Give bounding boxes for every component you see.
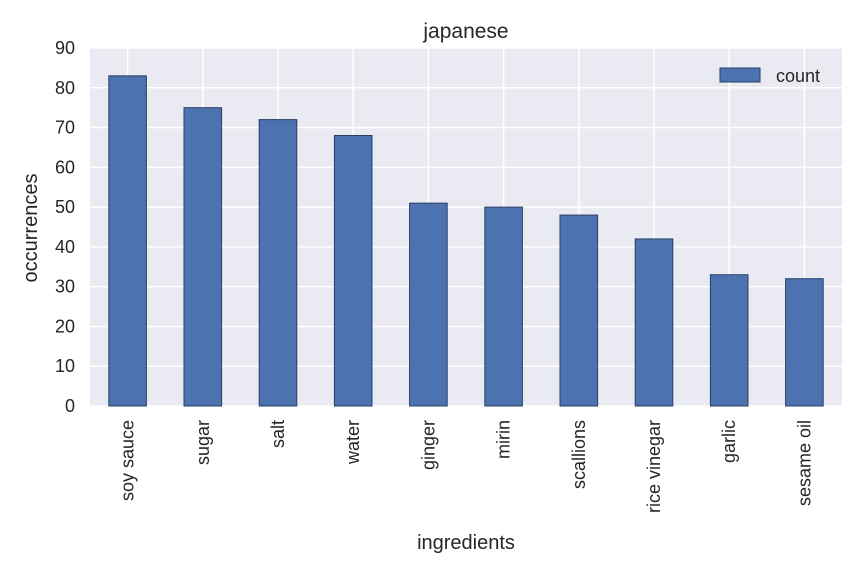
y-tick-label: 0: [65, 396, 75, 416]
y-tick-label: 10: [55, 356, 75, 376]
y-tick-label: 60: [55, 157, 75, 177]
y-tick-label: 30: [55, 277, 75, 297]
bar-garlic: [709, 274, 749, 407]
y-tick-label: 90: [55, 38, 75, 58]
x-tick-labels: soy sauce sugar salt water ginger mirin scalli…: [118, 420, 815, 513]
legend: count: [719, 66, 820, 86]
bar-salt: [258, 119, 298, 407]
bars: [108, 75, 824, 407]
y-axis-label: occurrences: [20, 174, 42, 283]
y-tick-label: 80: [55, 78, 75, 98]
x-tick-label: mirin: [494, 420, 514, 459]
x-tick-label: soy sauce: [118, 420, 138, 501]
y-tick-labels: 0 10 20 30 40 50 60 70 80 90: [55, 38, 75, 416]
bar-sugar: [183, 107, 223, 407]
bar-scallions: [559, 214, 599, 407]
y-tick-label: 40: [55, 237, 75, 257]
bar-soy-sauce: [108, 75, 147, 407]
x-tick-label: ginger: [418, 420, 438, 470]
x-tick-label: garlic: [719, 420, 739, 463]
x-tick-label: sugar: [193, 420, 213, 465]
y-tick-label: 70: [55, 118, 75, 138]
x-tick-label: salt: [268, 420, 288, 448]
legend-label: count: [776, 66, 820, 86]
x-axis-label: ingredients: [417, 532, 515, 554]
bar-water: [333, 135, 373, 407]
bar-sesame-oil: [785, 278, 824, 407]
chart-title: japanese: [422, 20, 508, 43]
bar-ginger: [409, 202, 448, 407]
x-tick-label: scallions: [569, 420, 589, 489]
x-tick-label: sesame oil: [794, 420, 814, 506]
bar-rice-vinegar: [634, 238, 674, 407]
bar-mirin: [484, 206, 523, 407]
y-tick-label: 50: [55, 197, 75, 217]
x-tick-label: rice vinegar: [644, 420, 664, 513]
y-tick-label: 20: [55, 316, 75, 336]
legend-swatch: [719, 67, 761, 83]
x-tick-label: water: [343, 420, 363, 465]
